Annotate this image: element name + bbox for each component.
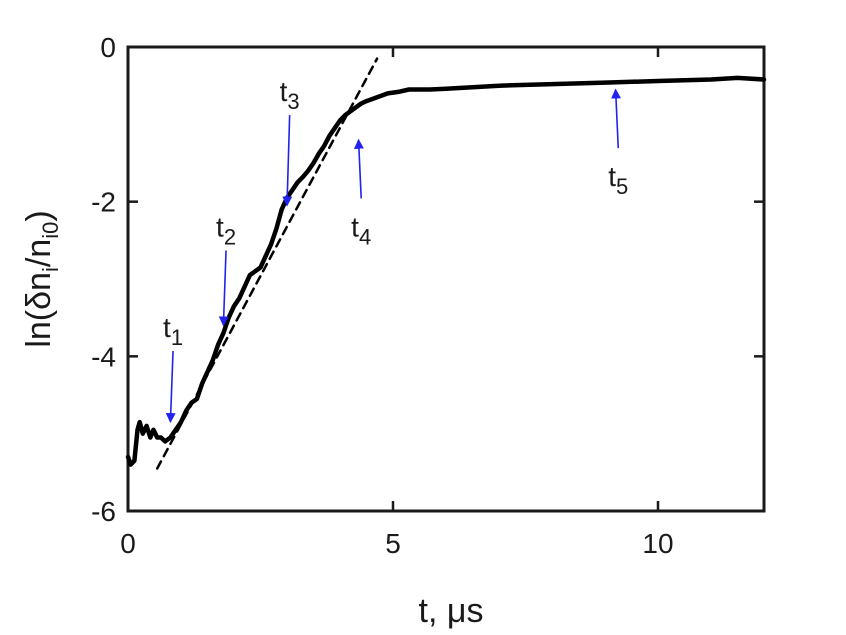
- annotation-arrow-3: [282, 115, 293, 207]
- annotation-arrow-1: [165, 350, 176, 424]
- annotation-label-1: t1: [163, 312, 183, 350]
- annotation-arrow-2: [218, 250, 229, 327]
- plot-frame: [126, 45, 766, 513]
- annotation-arrow-4: [353, 138, 364, 199]
- y-axis-label-group: ln(δni/ni0): [20, 210, 63, 347]
- annotation-label-3: t3: [280, 76, 300, 114]
- plot-area: 0 5 10 0 -2 -4 -6 t, μs ln(δni/ni0) t1 t2 t3 t4 t5: [20, 32, 767, 630]
- x-tick-label: 5: [385, 528, 401, 559]
- y-tick-label: -6: [91, 496, 116, 527]
- annotation-label-4: t4: [351, 211, 371, 249]
- annotation-label-5: t5: [608, 161, 628, 199]
- y-tick-label: -2: [91, 187, 116, 218]
- fit-line-dashed: [155, 57, 379, 470]
- y-tick-label: 0: [100, 32, 116, 63]
- x-tick-label: 0: [120, 528, 136, 559]
- x-axis-label: t, μs: [419, 592, 484, 630]
- y-tick-label: -4: [91, 341, 116, 372]
- annotation-arrow-5: [611, 88, 622, 149]
- data-line: [125, 75, 767, 467]
- y-axis-label: ln(δni/ni0): [20, 210, 63, 347]
- annotation-label-2: t2: [216, 211, 236, 249]
- x-tick-label: 10: [642, 528, 673, 559]
